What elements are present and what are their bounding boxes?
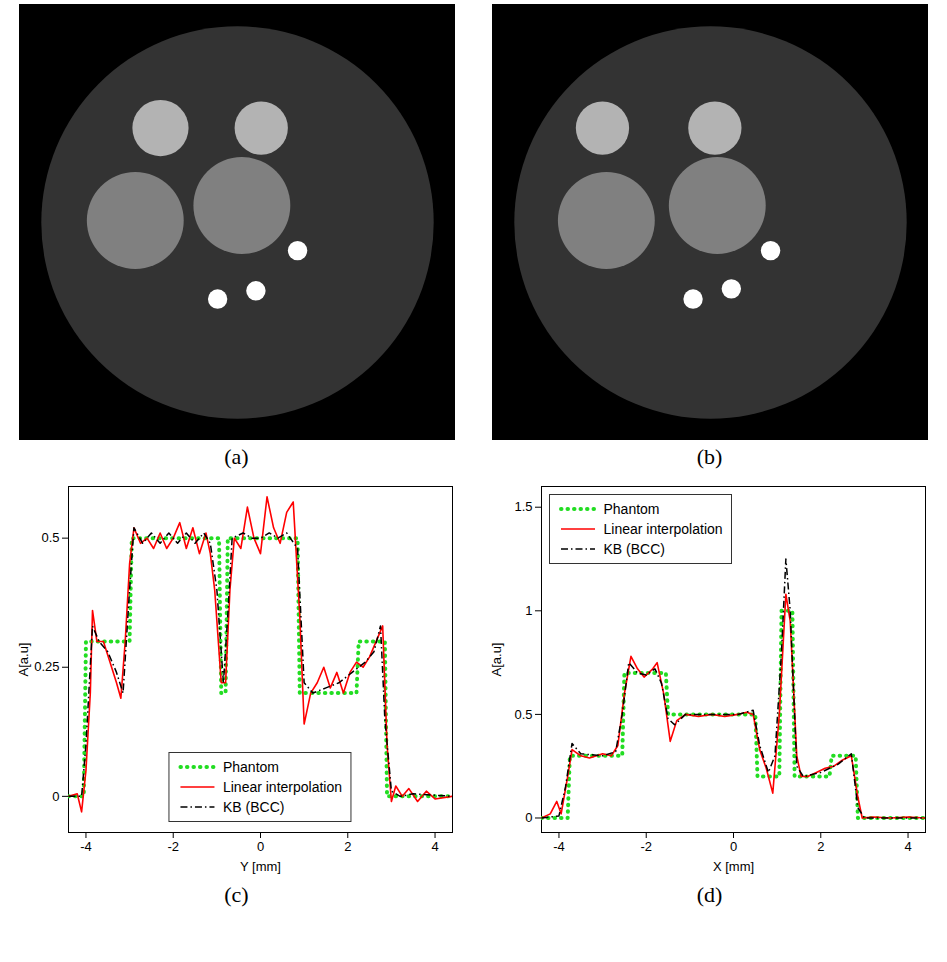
svg-text:0.25: 0.25: [34, 659, 59, 674]
svg-text:4: 4: [904, 839, 911, 854]
svg-text:0.5: 0.5: [514, 707, 532, 722]
html-text:(c): (c): [224, 882, 249, 907]
svg-text:1: 1: [525, 603, 532, 618]
html-text:(d): (d): [696, 882, 723, 907]
html-text:(b): (b): [696, 444, 723, 469]
html-text:Phantom: Phantom: [603, 501, 660, 517]
html-text:Linear interpolation: Linear interpolation: [603, 521, 723, 537]
svg-text:2: 2: [817, 839, 824, 854]
svg-text:-2: -2: [167, 839, 179, 854]
svg-text:2: 2: [344, 839, 351, 854]
svg-text:X [mm]: X [mm]: [712, 859, 753, 874]
svg-text:A[a.u]: A[a.u]: [15, 643, 30, 677]
html-text:(a): (a): [224, 444, 249, 469]
svg-text:0: 0: [729, 839, 736, 854]
svg-text:4: 4: [431, 839, 438, 854]
html-text:KB (BCC): KB (BCC): [223, 799, 285, 815]
html-text:Linear interpolation: Linear interpolation: [223, 779, 342, 795]
svg-text:0: 0: [52, 789, 59, 804]
svg-text:-4: -4: [80, 839, 92, 854]
html-text:Phantom: Phantom: [223, 759, 279, 775]
svg-text:A[a.u]: A[a.u]: [488, 643, 503, 677]
svg-text:0: 0: [525, 810, 532, 825]
svg-text:Y [mm]: Y [mm]: [240, 859, 281, 874]
svg-text:-2: -2: [640, 839, 652, 854]
html-text:KB (BCC): KB (BCC): [603, 541, 665, 557]
svg-text:0.5: 0.5: [41, 530, 59, 545]
svg-text:-4: -4: [553, 839, 565, 854]
svg-text:0: 0: [256, 839, 263, 854]
svg-text:1.5: 1.5: [514, 499, 532, 514]
